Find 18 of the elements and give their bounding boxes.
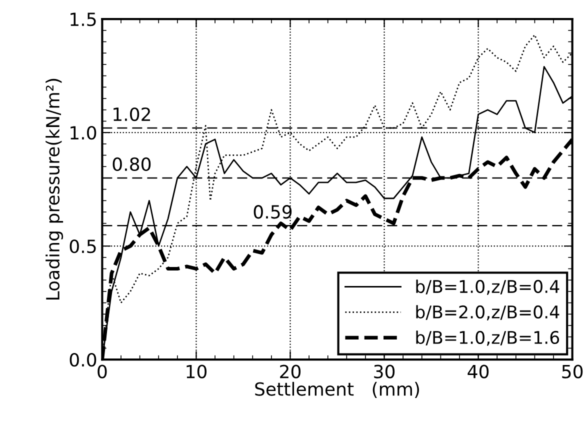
y-tick-label: 0.5 — [70, 240, 96, 254]
y-tick-label: 1.0 — [70, 126, 96, 140]
x-tick-label: 10 — [186, 364, 207, 378]
legend-label: b/B=1.0,z/B=1.6 — [416, 330, 560, 346]
x-tick-label: 30 — [374, 364, 395, 378]
x-tick-label: 40 — [468, 364, 489, 378]
ref-line-label: 0.80 — [112, 157, 151, 172]
x-tick-label: 20 — [280, 364, 301, 378]
y-tick-label: 0.0 — [70, 353, 96, 367]
ref-line-label: 0.59 — [254, 205, 292, 219]
y-axis-title: Loading pressure(kN/m²) — [46, 78, 64, 300]
x-axis-title: Settlement (mm) — [255, 382, 419, 398]
y-tick-label: 1.5 — [70, 12, 96, 26]
ref-line-label: 1.02 — [114, 107, 150, 122]
legend-label: b/B=2.0,z/B=0.4 — [416, 305, 560, 320]
x-tick-label: 50 — [562, 364, 583, 378]
legend-label: b/B=1.0,z/B=0.4 — [416, 280, 560, 295]
x-tick-label: 0 — [98, 364, 107, 378]
